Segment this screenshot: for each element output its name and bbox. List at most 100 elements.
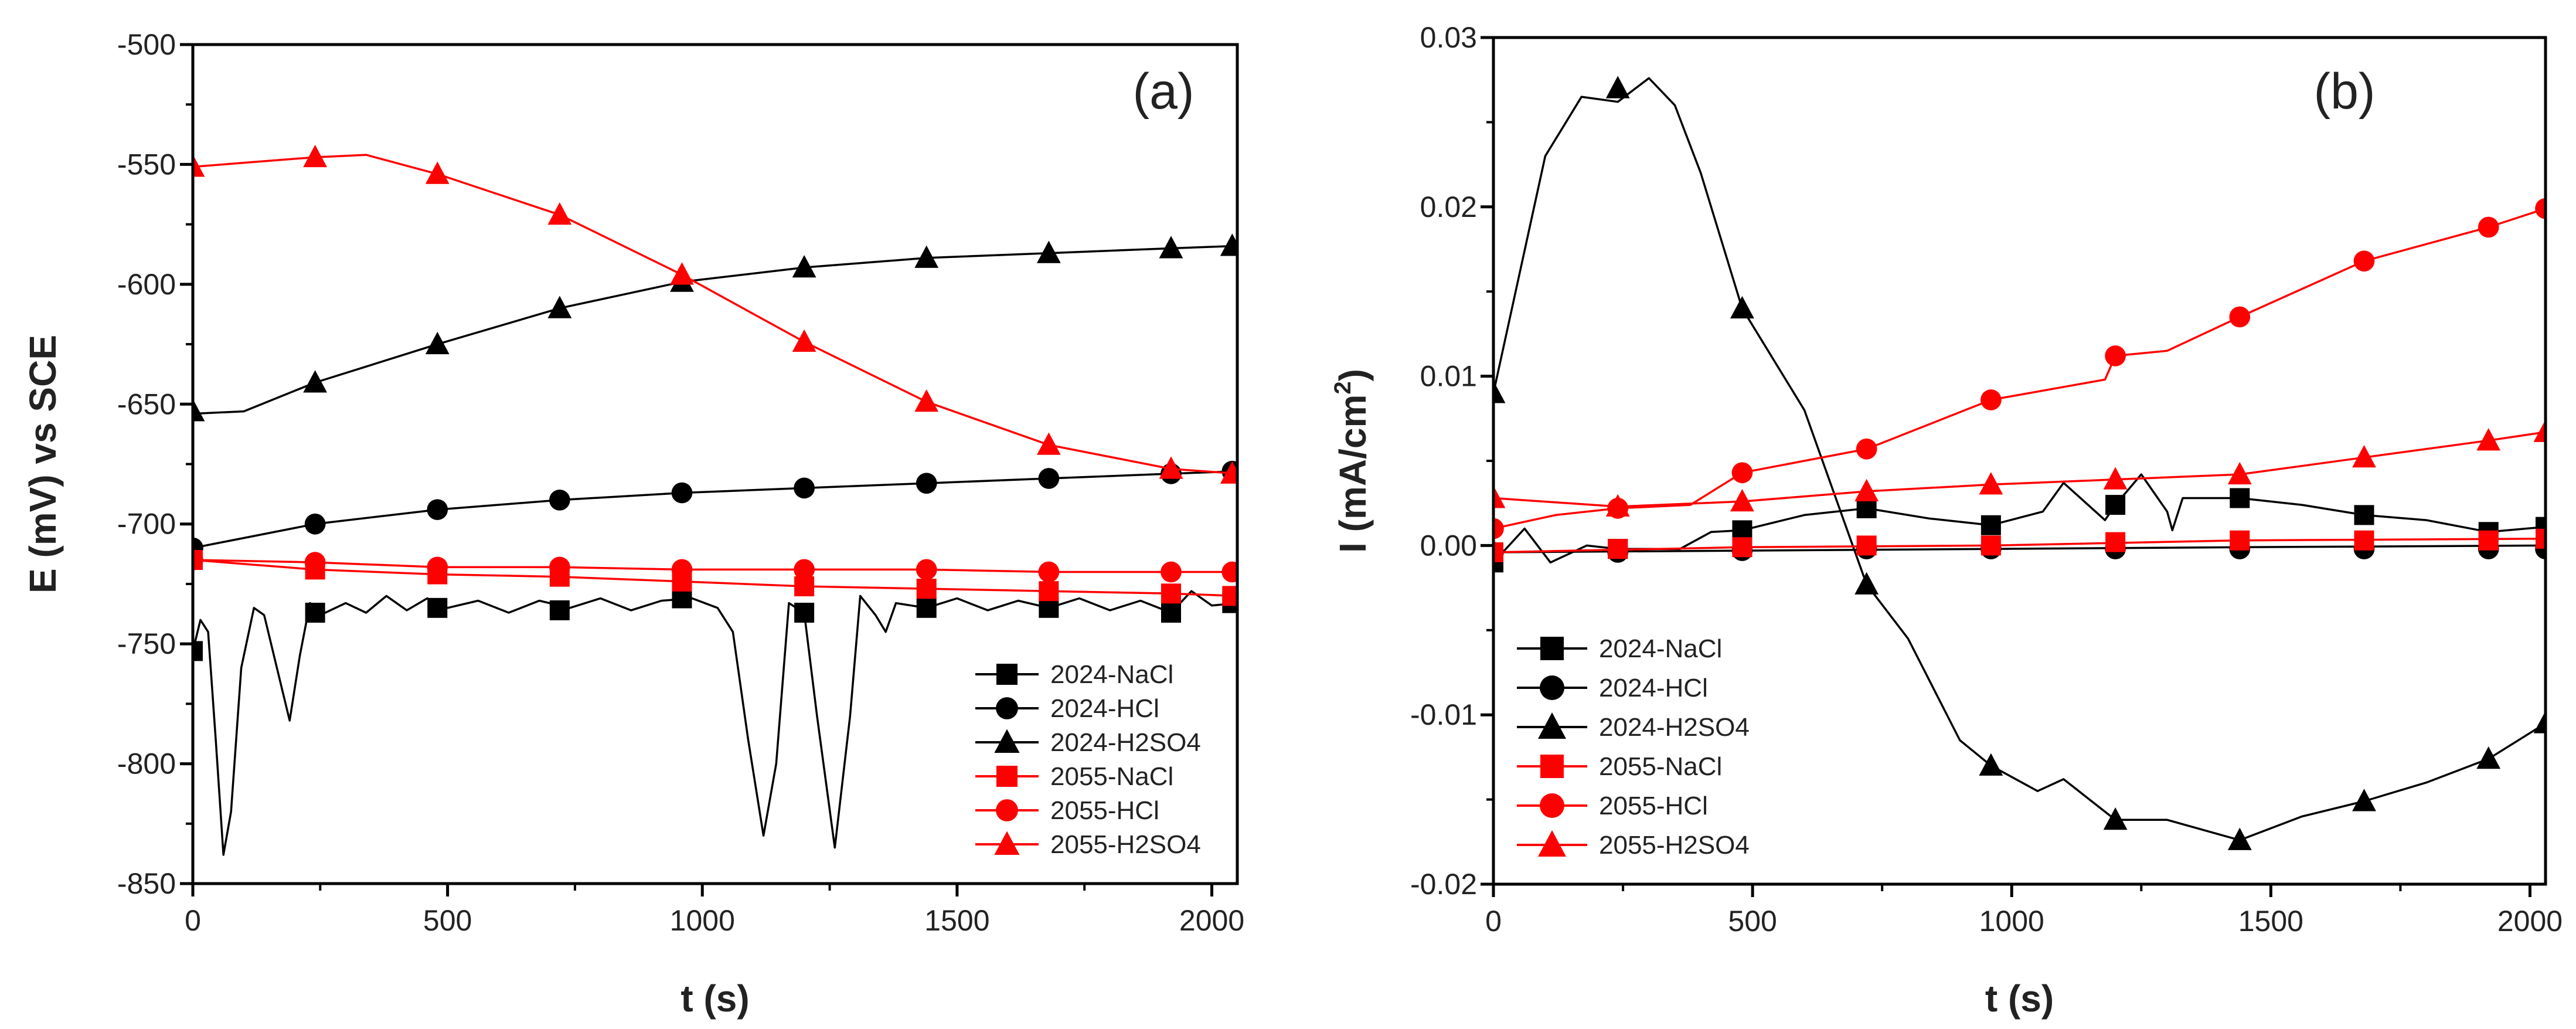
series-2024-nacl — [193, 588, 1237, 856]
y-tick-label: -700 — [117, 508, 176, 541]
data-point-circle — [304, 552, 326, 573]
data-point-circle — [1981, 389, 2002, 410]
series-line — [1493, 208, 2546, 530]
data-point-circle — [916, 559, 937, 580]
data-point-square — [549, 600, 570, 620]
x-tick-label: 500 — [423, 904, 472, 937]
data-point-circle — [2105, 345, 2126, 366]
data-point-circle — [916, 473, 937, 494]
data-point-square — [427, 597, 448, 618]
legend-item: 2055-HCl — [1517, 792, 1708, 820]
legend-item: 2024-NaCl — [1517, 634, 1722, 663]
data-point-triangle — [670, 262, 694, 285]
series-2024-nacl — [1493, 473, 2546, 573]
legend-circle-icon — [996, 697, 1018, 719]
data-point-square — [305, 602, 325, 623]
legend-circle-icon — [996, 799, 1018, 821]
series-2024-hcl — [193, 460, 1237, 559]
legend-label: 2055-HCl — [1599, 792, 1708, 820]
data-point-triangle — [425, 331, 450, 355]
legend-label: 2055-HCl — [1050, 796, 1159, 825]
data-point-triangle — [2533, 419, 2546, 442]
series-line — [193, 559, 1237, 573]
legend-item: 2024-HCl — [1517, 674, 1708, 702]
panel-a-potential-chart: 0 500 1000 1500 2000 -850 -800 -750 -700 -650 -600… — [22, 28, 1244, 1020]
data-point-square — [1856, 535, 1877, 556]
data-point-square — [916, 597, 937, 618]
data-point-triangle — [2227, 461, 2252, 485]
legend-square-icon — [996, 664, 1018, 685]
series-2055-hcl — [193, 549, 1237, 583]
data-point-triangle — [303, 144, 328, 168]
x-tick-label: 0 — [1485, 905, 1502, 938]
data-point-square — [1732, 520, 1753, 541]
data-point-square — [1039, 581, 1059, 602]
legend-item: 2055-NaCl — [975, 762, 1173, 791]
data-point-square — [1222, 586, 1237, 606]
data-point-circle — [193, 549, 203, 570]
y-axis-title-end: ) — [1332, 369, 1374, 381]
series-2055-hcl — [1493, 198, 2546, 539]
y-tick-label: -500 — [117, 28, 176, 61]
y-axis-title-text: I (mA/cm — [1332, 395, 1374, 553]
y-tick-label: 0.01 — [1420, 360, 1477, 393]
plot-area — [193, 144, 1237, 856]
legend-square-icon — [1540, 755, 1564, 778]
legend-label: 2055-H2SO4 — [1599, 831, 1750, 860]
y-axis-title-text: E (mV) vs SCE — [22, 335, 64, 593]
data-point-triangle — [1159, 456, 1183, 479]
y-axis-title: E (mV) vs SCE — [22, 335, 64, 593]
legend-triangle-icon — [994, 729, 1020, 753]
y-tick-label: -800 — [117, 748, 176, 780]
data-point-circle — [794, 477, 815, 499]
data-point-square — [794, 602, 815, 623]
data-point-circle — [2353, 250, 2375, 272]
series-line — [193, 244, 1237, 415]
legend-label: 2024-NaCl — [1050, 660, 1173, 689]
data-point-square — [193, 641, 203, 661]
data-point-triangle — [2103, 467, 2128, 490]
data-point-triangle — [193, 399, 205, 422]
data-point-triangle — [1854, 478, 1879, 501]
legend-label: 2024-H2SO4 — [1599, 713, 1750, 742]
legend-label: 2024-HCl — [1050, 694, 1159, 723]
y-tick-label: -0.01 — [1410, 698, 1477, 731]
y-tick-label: -750 — [117, 627, 176, 660]
data-point-circle — [2229, 306, 2251, 328]
data-point-triangle — [792, 254, 816, 278]
data-point-square — [1981, 515, 2001, 535]
plot-area — [1493, 76, 2546, 850]
series-2055-h2so4 — [1493, 419, 2546, 517]
data-point-triangle — [1159, 236, 1183, 259]
data-point-triangle — [2476, 428, 2501, 451]
data-point-circle — [427, 499, 448, 521]
y-tick-label: -650 — [117, 388, 176, 420]
data-point-triangle — [2227, 827, 2252, 850]
data-point-triangle — [1605, 76, 1630, 99]
legend-triangle-icon — [994, 831, 1020, 855]
x-tick-label: 1000 — [670, 904, 735, 937]
x-tick-label: 1500 — [2238, 905, 2303, 938]
data-point-triangle — [425, 161, 450, 184]
data-point-circle — [1221, 561, 1237, 583]
legend-item: 2055-H2SO4 — [1517, 830, 1750, 860]
data-point-square — [1981, 535, 2001, 556]
data-point-circle — [794, 559, 815, 580]
legend-item: 2055-HCl — [975, 796, 1159, 825]
series-line — [193, 470, 1237, 549]
series-2024-h2so4 — [1493, 76, 2546, 850]
data-point-square — [1856, 498, 1877, 518]
data-point-square — [1039, 597, 1059, 618]
data-point-square — [1161, 602, 1181, 623]
legend-square-icon — [996, 766, 1018, 787]
data-point-square — [672, 588, 692, 609]
data-point-triangle — [2103, 807, 2128, 830]
y-tick-label: -600 — [117, 268, 176, 301]
data-point-square — [1161, 583, 1181, 604]
legend-item: 2055-NaCl — [1517, 752, 1722, 781]
legend-square-icon — [1540, 637, 1564, 660]
legend-item: 2024-NaCl — [975, 660, 1173, 689]
series-2024-h2so4 — [193, 233, 1237, 422]
data-point-triangle — [1220, 233, 1237, 256]
